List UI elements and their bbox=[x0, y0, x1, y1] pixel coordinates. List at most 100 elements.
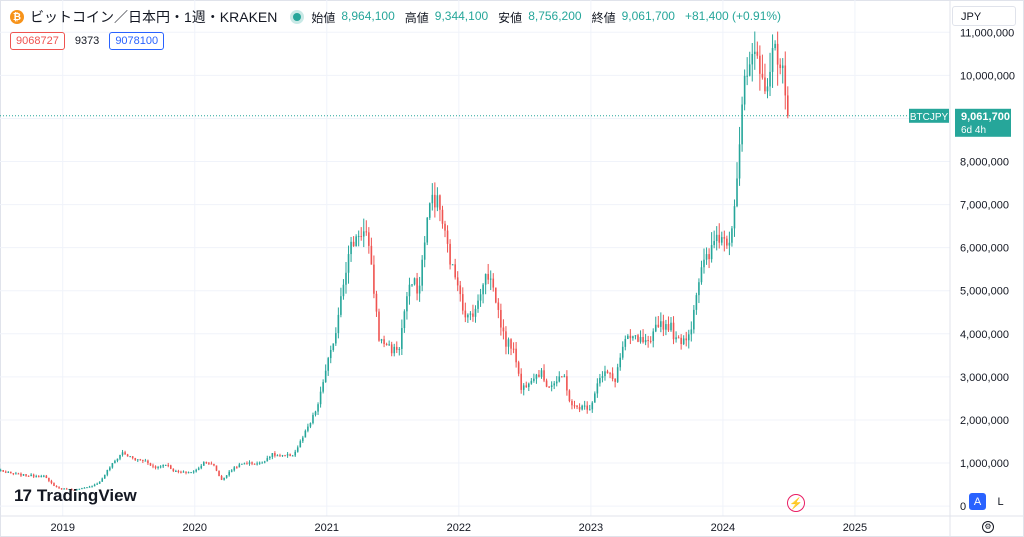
y-tick-label: 4,000,000 bbox=[960, 329, 1009, 341]
candle bbox=[215, 465, 218, 472]
candle-body bbox=[680, 337, 682, 345]
symbol-title[interactable]: ビットコイン／日本円・1週・KRAKEN bbox=[30, 9, 278, 25]
candle bbox=[319, 386, 322, 408]
candle-body bbox=[769, 71, 771, 87]
candle-body bbox=[25, 474, 27, 476]
candle bbox=[213, 463, 215, 467]
y-tick-label: 3,000,000 bbox=[960, 372, 1009, 384]
currency-selector[interactable]: JPY bbox=[952, 6, 1016, 26]
candle bbox=[40, 474, 43, 478]
candle bbox=[764, 63, 766, 95]
candle bbox=[639, 330, 642, 344]
candle-body bbox=[76, 489, 78, 491]
candle bbox=[660, 312, 662, 333]
candle bbox=[576, 405, 578, 410]
candle-body bbox=[385, 344, 388, 346]
log-scale-button[interactable]: L bbox=[997, 495, 1004, 508]
candle bbox=[781, 58, 784, 84]
candle-body bbox=[230, 470, 233, 472]
candle bbox=[413, 277, 416, 286]
y-tick-label: 0 bbox=[960, 501, 966, 513]
candle-body bbox=[423, 242, 426, 260]
candle bbox=[70, 488, 73, 491]
candle bbox=[7, 471, 10, 473]
candle bbox=[512, 342, 515, 354]
candle bbox=[700, 260, 703, 285]
candle-body bbox=[548, 386, 550, 388]
tradingview-logo[interactable]: 17 TradingView bbox=[14, 486, 137, 506]
candle bbox=[693, 305, 695, 334]
candle-body bbox=[695, 295, 698, 310]
flash-icon[interactable]: ⚡ bbox=[787, 494, 805, 512]
candle-body bbox=[251, 462, 253, 464]
candle bbox=[317, 402, 319, 416]
candle-body bbox=[317, 404, 319, 412]
candle bbox=[327, 356, 330, 376]
candle bbox=[553, 381, 555, 390]
candle-body bbox=[390, 344, 393, 354]
candle bbox=[629, 329, 632, 345]
candle-body bbox=[411, 284, 413, 286]
candle bbox=[464, 302, 467, 323]
candle bbox=[205, 461, 208, 464]
candle-body bbox=[474, 308, 477, 317]
candle-body bbox=[58, 487, 60, 489]
candle bbox=[350, 236, 352, 262]
candle bbox=[632, 335, 634, 341]
candle-body bbox=[728, 242, 731, 246]
candle-body bbox=[764, 77, 766, 92]
candle-body bbox=[779, 64, 781, 69]
candle-body bbox=[45, 475, 48, 478]
candle bbox=[621, 341, 624, 360]
candle-body bbox=[784, 65, 787, 96]
candle-body bbox=[583, 405, 586, 407]
candle-body bbox=[667, 324, 670, 331]
candle bbox=[685, 331, 688, 347]
candle bbox=[157, 465, 159, 470]
candle bbox=[416, 272, 418, 301]
candle-body bbox=[302, 437, 304, 442]
candle bbox=[43, 474, 45, 478]
candle-body bbox=[753, 51, 756, 55]
candle-body bbox=[63, 488, 65, 490]
candle-body bbox=[159, 466, 162, 468]
candle bbox=[479, 288, 482, 307]
candle bbox=[687, 329, 690, 349]
candle-body bbox=[134, 458, 137, 460]
candle-body bbox=[662, 321, 665, 330]
candle-body bbox=[106, 469, 109, 475]
candle-body bbox=[37, 476, 40, 478]
candle-body bbox=[654, 324, 657, 332]
candle bbox=[761, 54, 764, 80]
candle-body bbox=[27, 475, 30, 477]
candle bbox=[116, 458, 119, 463]
settings-gear-icon[interactable]: ⚙ bbox=[982, 521, 994, 533]
sell-price-button[interactable]: 9068727 bbox=[10, 32, 65, 50]
candle-body bbox=[685, 338, 688, 341]
candle-body bbox=[215, 465, 218, 471]
candle-body bbox=[48, 477, 50, 481]
candle-body bbox=[2, 470, 4, 472]
candle-body bbox=[197, 468, 200, 470]
candle bbox=[573, 400, 576, 409]
candle-body bbox=[30, 474, 32, 477]
candle bbox=[726, 235, 728, 249]
candle bbox=[406, 292, 408, 320]
auto-scale-button[interactable]: A bbox=[969, 493, 986, 510]
candle bbox=[30, 473, 32, 477]
candle bbox=[578, 403, 581, 413]
candle-body bbox=[413, 278, 416, 285]
candle bbox=[86, 487, 88, 489]
candle-body bbox=[190, 472, 192, 474]
candle-body bbox=[111, 463, 114, 468]
buy-price-button[interactable]: 9078100 bbox=[109, 32, 165, 50]
candle bbox=[378, 308, 380, 342]
x-tick-label: 2025 bbox=[843, 522, 867, 534]
candle bbox=[63, 488, 65, 490]
candle bbox=[302, 435, 304, 444]
candle bbox=[258, 461, 261, 465]
candle-body bbox=[50, 480, 53, 484]
candle-body bbox=[22, 474, 25, 476]
candle bbox=[497, 298, 500, 319]
